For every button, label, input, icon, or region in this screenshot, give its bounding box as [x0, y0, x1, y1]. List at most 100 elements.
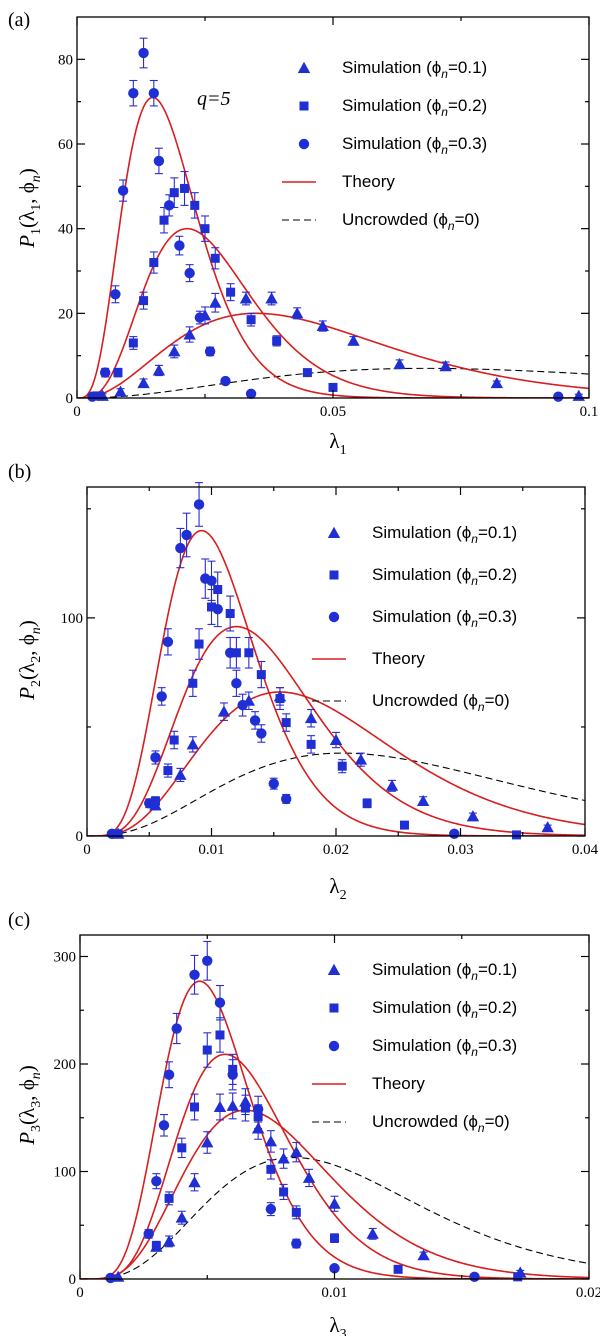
data-point	[226, 287, 236, 297]
legend-label: Uncrowded (ϕn=0)	[372, 691, 510, 714]
data-point	[183, 328, 196, 340]
y-axis-label: P2(λ2, ϕn)	[15, 620, 44, 701]
data-point	[265, 1203, 277, 1215]
data-point	[316, 319, 329, 331]
data-point	[190, 1102, 200, 1112]
x-tick-label: 0.02	[576, 1285, 600, 1301]
data-point	[177, 1143, 187, 1153]
legend: Simulation (ϕn=0.1) Simulation (ϕn=0.2) Si…	[312, 523, 517, 714]
legend-label: Uncrowded (ϕn=0)	[342, 210, 480, 233]
legend-label: Simulation (ϕn=0.1)	[372, 523, 517, 546]
data-point	[217, 705, 231, 717]
data-point	[87, 391, 98, 402]
data-point	[163, 200, 175, 211]
data-point	[144, 798, 155, 809]
data-point	[302, 368, 312, 378]
legend-label: Simulation (ϕn=0.1)	[342, 58, 487, 81]
data-point	[213, 585, 223, 595]
legend-label: Theory	[372, 1074, 425, 1093]
legend-label: Simulation (ϕn=0.2)	[342, 96, 487, 119]
data-point	[128, 338, 138, 348]
chart-panel-3: (c) 0 0.01 0.02 0 100 200 300 λ3 P3(λ3, ϕn) Simula…	[8, 909, 600, 1336]
data-point	[149, 258, 159, 268]
x-tick-label: 0.1	[580, 404, 599, 420]
data-point	[174, 240, 185, 251]
data-point	[214, 997, 226, 1008]
data-point	[245, 388, 257, 399]
x-tick-label: 0.01	[198, 842, 224, 858]
data-point	[174, 768, 187, 780]
legend-label: Theory	[372, 649, 425, 668]
data-point	[156, 691, 167, 702]
data-point	[148, 88, 159, 99]
data-point	[572, 389, 585, 401]
data-point	[237, 699, 248, 711]
data-point	[210, 253, 220, 263]
y-tick-label: 0	[69, 1272, 77, 1288]
data-point	[328, 1197, 341, 1209]
data-point	[281, 718, 291, 728]
data-point	[264, 1135, 278, 1147]
legend-label: Simulation (ϕn=0.3)	[372, 607, 517, 630]
legend-marker-square	[329, 570, 339, 580]
data-point	[215, 1030, 225, 1040]
data-point	[416, 794, 430, 807]
x-tick-label: 0.03	[447, 842, 473, 858]
data-point	[139, 296, 149, 306]
data-point	[439, 360, 452, 372]
data-point	[168, 345, 181, 357]
theory-curve-1	[77, 312, 589, 398]
data-point	[399, 820, 409, 830]
data-point	[275, 694, 285, 704]
panel-label: (c)	[8, 909, 30, 931]
data-point	[150, 752, 161, 763]
data-point	[114, 385, 127, 397]
data-point	[204, 346, 216, 357]
x-tick-label: 0	[73, 404, 81, 420]
data-point	[152, 364, 166, 376]
data-point	[265, 292, 278, 304]
y-tick-label: 100	[61, 611, 84, 627]
data-point	[291, 1207, 301, 1217]
data-point	[128, 88, 139, 99]
data-point	[162, 1235, 176, 1247]
legend-marker-circle	[328, 611, 340, 623]
theory-curve-2	[80, 1053, 589, 1279]
data-point	[330, 1233, 339, 1243]
y-axis-label: P3(λ3, ϕn)	[15, 1065, 44, 1146]
legend-label: Simulation (ϕn=0.3)	[342, 134, 487, 157]
data-point	[212, 603, 223, 615]
data-point	[553, 391, 564, 402]
data-point	[188, 1176, 201, 1188]
data-point	[226, 1099, 239, 1111]
data-point	[169, 735, 179, 745]
uncrowded-curve	[77, 367, 589, 398]
theory-curve-2	[87, 625, 585, 836]
data-point	[209, 296, 222, 308]
y-tick-label: 20	[58, 306, 73, 322]
data-point	[240, 1103, 250, 1113]
legend-label: Simulation (ϕn=0.1)	[372, 960, 517, 983]
data-point	[220, 375, 231, 387]
legend-label: Simulation (ϕn=0.3)	[372, 1036, 517, 1059]
legend-marker-triangle	[327, 963, 341, 975]
series-square	[113, 571, 522, 840]
data-point	[200, 224, 210, 234]
x-axis-label: λ2	[329, 874, 346, 903]
data-point	[272, 336, 282, 346]
data-point	[201, 1136, 214, 1148]
data-point	[99, 367, 111, 378]
data-point	[190, 200, 200, 210]
data-point	[302, 1171, 316, 1183]
y-tick-label: 80	[58, 52, 73, 68]
legend-marker-triangle	[297, 61, 311, 73]
legend-label: Simulation (ϕn=0.2)	[372, 998, 517, 1021]
data-point	[202, 1045, 212, 1055]
series-triangle	[111, 1088, 527, 1282]
data-point	[213, 1100, 227, 1112]
y-tick-label: 100	[54, 1165, 77, 1181]
data-point	[329, 733, 343, 745]
data-point	[164, 1193, 174, 1203]
legend-marker-square	[299, 101, 309, 111]
data-point	[159, 215, 169, 225]
